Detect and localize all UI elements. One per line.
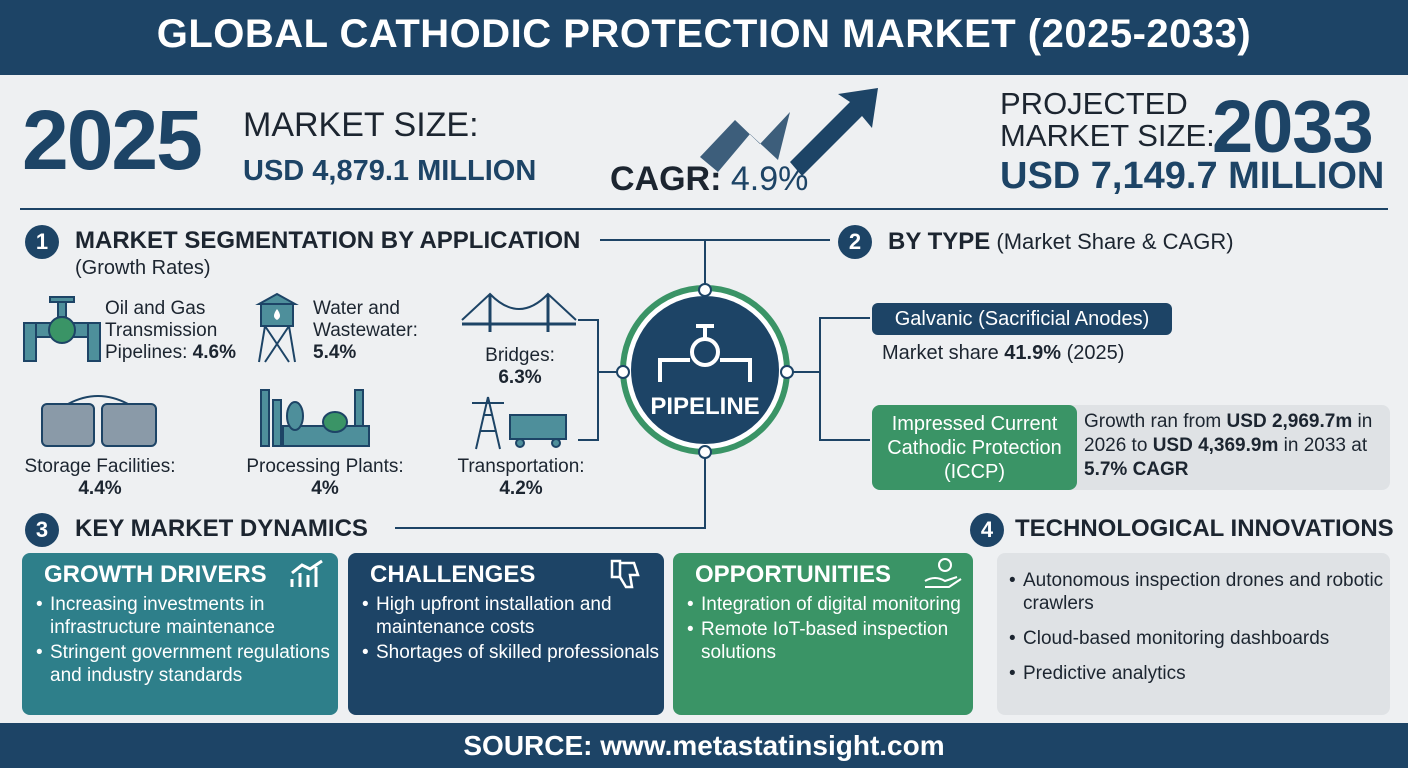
- card-item: Shortages of skilled professionals: [362, 641, 664, 664]
- galvanic-share: Market share 41.9% (2025): [882, 342, 1124, 365]
- share-year: (2025): [1066, 342, 1125, 364]
- section-heading: BY TYPE (Market Share & CAGR): [888, 228, 1234, 256]
- end-year: 2033: [1212, 85, 1374, 168]
- transport-icon: [472, 396, 567, 450]
- application-item: Processing Plants: 4%: [230, 456, 420, 500]
- section-subtitle: (Growth Rates): [75, 257, 211, 279]
- header-bar: [0, 0, 1408, 75]
- item-label: Water and Wastewater:: [313, 298, 418, 341]
- detail-text: in 2026 to: [1084, 411, 1373, 456]
- hub-label: PIPELINE: [650, 393, 760, 420]
- dynamics-card: GROWTH DRIVERS Increasing investments in…: [22, 553, 338, 715]
- section-title: BY TYPE: [888, 228, 991, 255]
- item-rate: 4%: [311, 478, 339, 499]
- start-year: 2025: [22, 93, 203, 187]
- item-label: Transportation:: [457, 456, 585, 477]
- section-number: 4: [970, 513, 1004, 547]
- innovation-item: Autonomous inspection drones and robotic…: [1009, 569, 1390, 615]
- application-item: Oil and Gas Transmission Pipelines: 4.6%: [105, 298, 245, 364]
- detail-value: USD 4,369.9m: [1152, 435, 1279, 456]
- section-number: 1: [25, 225, 59, 259]
- water-tower-icon: [255, 292, 299, 363]
- card-title: GROWTH DRIVERS: [44, 561, 267, 588]
- item-rate: 5.4%: [313, 342, 357, 363]
- bridge-icon: [461, 292, 577, 332]
- thumbs-down-icon: [610, 559, 640, 589]
- detail-text: in 2033 at: [1283, 435, 1368, 456]
- section-title: MARKET SEGMENTATION BY APPLICATION: [75, 227, 581, 254]
- innovations-card: Autonomous inspection drones and robotic…: [997, 553, 1390, 715]
- iccp-detail: Growth ran from USD 2,969.7m in 2026 to …: [1084, 410, 1384, 482]
- size-label: MARKET SIZE:: [243, 106, 479, 144]
- divider: [20, 208, 1388, 210]
- detail-value: USD 2,969.7m: [1226, 411, 1353, 432]
- application-item: Transportation: 4.2%: [440, 456, 602, 500]
- dynamics-card: CHALLENGES High upfront installation and…: [348, 553, 664, 715]
- share-label: Market share: [882, 342, 999, 364]
- item-rate: 6.3%: [498, 367, 542, 388]
- projected-label: PROJECTED MARKET SIZE:: [1000, 86, 1215, 153]
- page-title: GLOBAL CATHODIC PROTECTION MARKET (2025-…: [156, 12, 1252, 56]
- item-label: Storage Facilities:: [24, 456, 176, 477]
- card-title: CHALLENGES: [370, 561, 536, 588]
- section-number: 3: [25, 513, 59, 547]
- cagr-value: 4.9%: [730, 160, 809, 198]
- card-item: Increasing investments in infrastructure…: [36, 593, 338, 639]
- cagr-label: CAGR:: [610, 160, 722, 198]
- section-title: KEY MARKET DYNAMICS: [75, 515, 368, 542]
- section-subtitle: (Market Share & CAGR): [996, 229, 1234, 254]
- chart-icon: [290, 559, 323, 587]
- item-rate: 4.2%: [499, 478, 543, 499]
- opportunity-icon: [924, 558, 962, 588]
- cagr: CAGR: 4.9%: [610, 160, 808, 199]
- item-label: Bridges:: [485, 345, 555, 366]
- iccp-detail-box: [1070, 405, 1390, 490]
- galvanic-name: Galvanic (Sacrificial Anodes): [872, 303, 1172, 335]
- footer-bar: [0, 723, 1408, 768]
- iccp-name: Impressed Current Cathodic Protection (I…: [872, 405, 1077, 490]
- growth-arrow: [700, 88, 878, 176]
- application-item: Bridges: 6.3%: [460, 345, 580, 389]
- detail-text: Growth ran from: [1084, 411, 1222, 432]
- application-item: Storage Facilities: 4.4%: [20, 456, 180, 500]
- card-item: Integration of digital monitoring: [687, 593, 973, 616]
- innovation-item: Cloud-based monitoring dashboards: [1009, 627, 1390, 650]
- section-title: TECHNOLOGICAL INNOVATIONS: [1015, 515, 1394, 542]
- detail-cagr: 5.7% CAGR: [1084, 459, 1189, 480]
- innovation-item: Predictive analytics: [1009, 662, 1390, 685]
- item-label: Processing Plants:: [246, 456, 404, 477]
- card-item: Remote IoT-based inspection solutions: [687, 618, 973, 664]
- card-item: High upfront installation and maintenanc…: [362, 593, 664, 639]
- share-value: 41.9%: [1004, 342, 1061, 364]
- item-label: Oil and Gas Transmission Pipelines:: [105, 298, 218, 363]
- application-item: Water and Wastewater: 5.4%: [313, 298, 443, 364]
- tank-icon: [41, 395, 157, 447]
- size-value: USD 4,879.1 MILLION: [243, 155, 537, 187]
- card-title: OPPORTUNITIES: [695, 561, 892, 588]
- projected-value: USD 7,149.7 MILLION: [1000, 155, 1385, 197]
- card-item: Stringent government regulations and ind…: [36, 641, 338, 687]
- item-rate: 4.6%: [192, 342, 236, 363]
- dynamics-card: OPPORTUNITIES Integration of digital mon…: [673, 553, 973, 715]
- iccp-name-text: Impressed Current Cathodic Protection (I…: [887, 412, 1062, 483]
- pipeline-icon: [23, 296, 101, 362]
- section-number: 2: [838, 225, 872, 259]
- source: SOURCE: www.metastatinsight.com: [463, 730, 945, 761]
- plant-icon: [260, 389, 370, 447]
- item-rate: 4.4%: [78, 478, 122, 499]
